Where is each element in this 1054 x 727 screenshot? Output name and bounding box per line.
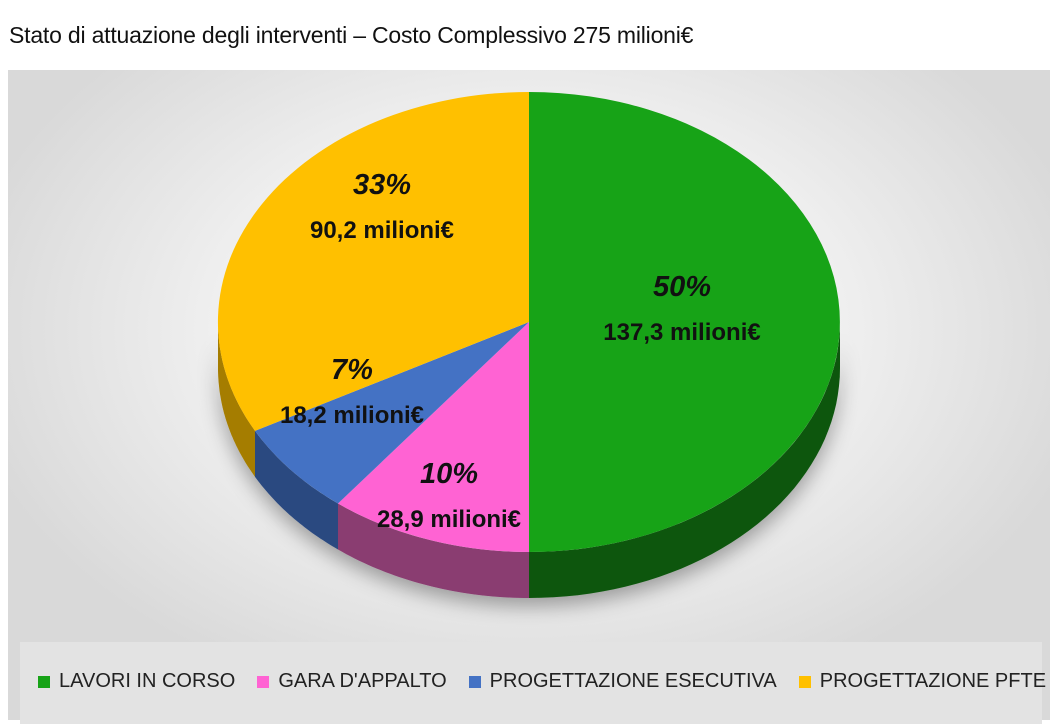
value-label: 90,2 milioni€ [310, 217, 454, 244]
percent-label: 10% [420, 458, 478, 490]
pie-side-progettazione-pfte [218, 322, 255, 477]
percent-label: 7% [331, 354, 373, 386]
chart-title: Stato di attuazione degli interventi – C… [9, 22, 694, 48]
legend-label: PROGETTAZIONE ESECUTIVA [489, 670, 777, 692]
legend-label: LAVORI IN CORSO [59, 670, 236, 692]
chart-legend: LAVORI IN CORSO GARA D'APPALTO PROGETTAZ… [38, 670, 1054, 693]
pie-side-lavori-in-corso [529, 322, 840, 598]
data-label-progettazione-esecutiva: 7% 18,2 milioni€ [280, 354, 424, 429]
value-label: 28,9 milioni€ [377, 506, 521, 533]
pie-slice-gara-d-appalto[interactable] [338, 322, 529, 552]
legend-swatch-yellow [798, 675, 811, 688]
value-label: 137,3 milioni€ [603, 319, 760, 346]
legend-item-progettazione-pfte[interactable]: PROGETTAZIONE PFTE [798, 670, 1047, 693]
legend-label: GARA D'APPALTO [278, 670, 447, 692]
data-label-gara-d-appalto: 10% 28,9 milioni€ [377, 458, 521, 533]
legend-swatch-green [38, 675, 50, 688]
legend-swatch-blue [468, 675, 481, 688]
data-label-lavori-in-corso: 50% 137,3 milioni€ [603, 271, 760, 346]
legend-background [20, 642, 1042, 724]
percent-label: 33% [353, 169, 411, 201]
value-label: 18,2 milioni€ [280, 402, 424, 429]
legend-item-lavori-in-corso[interactable]: LAVORI IN CORSO [38, 670, 235, 693]
pie-slice-progettazione-pfte[interactable] [217, 91, 529, 431]
legend-item-gara-d-appalto[interactable]: GARA D'APPALTO [257, 670, 447, 693]
data-label-progettazione-pfte: 33% 90,2 milioni€ [310, 169, 454, 244]
pie-side-gara-d-appalto [338, 503, 529, 598]
pie-slice-lavori-in-corso[interactable] [529, 92, 840, 552]
legend-label: PROGETTAZIONE PFTE [819, 670, 1047, 692]
legend-swatch-pink [257, 675, 270, 688]
legend-item-progettazione-esecutiva[interactable]: PROGETTAZIONE ESECUTIVA [468, 670, 777, 693]
pie-slice-progettazione-esecutiva[interactable] [255, 322, 529, 504]
percent-label: 50% [653, 271, 711, 303]
pie-side-progettazione-esecutiva [255, 430, 338, 550]
